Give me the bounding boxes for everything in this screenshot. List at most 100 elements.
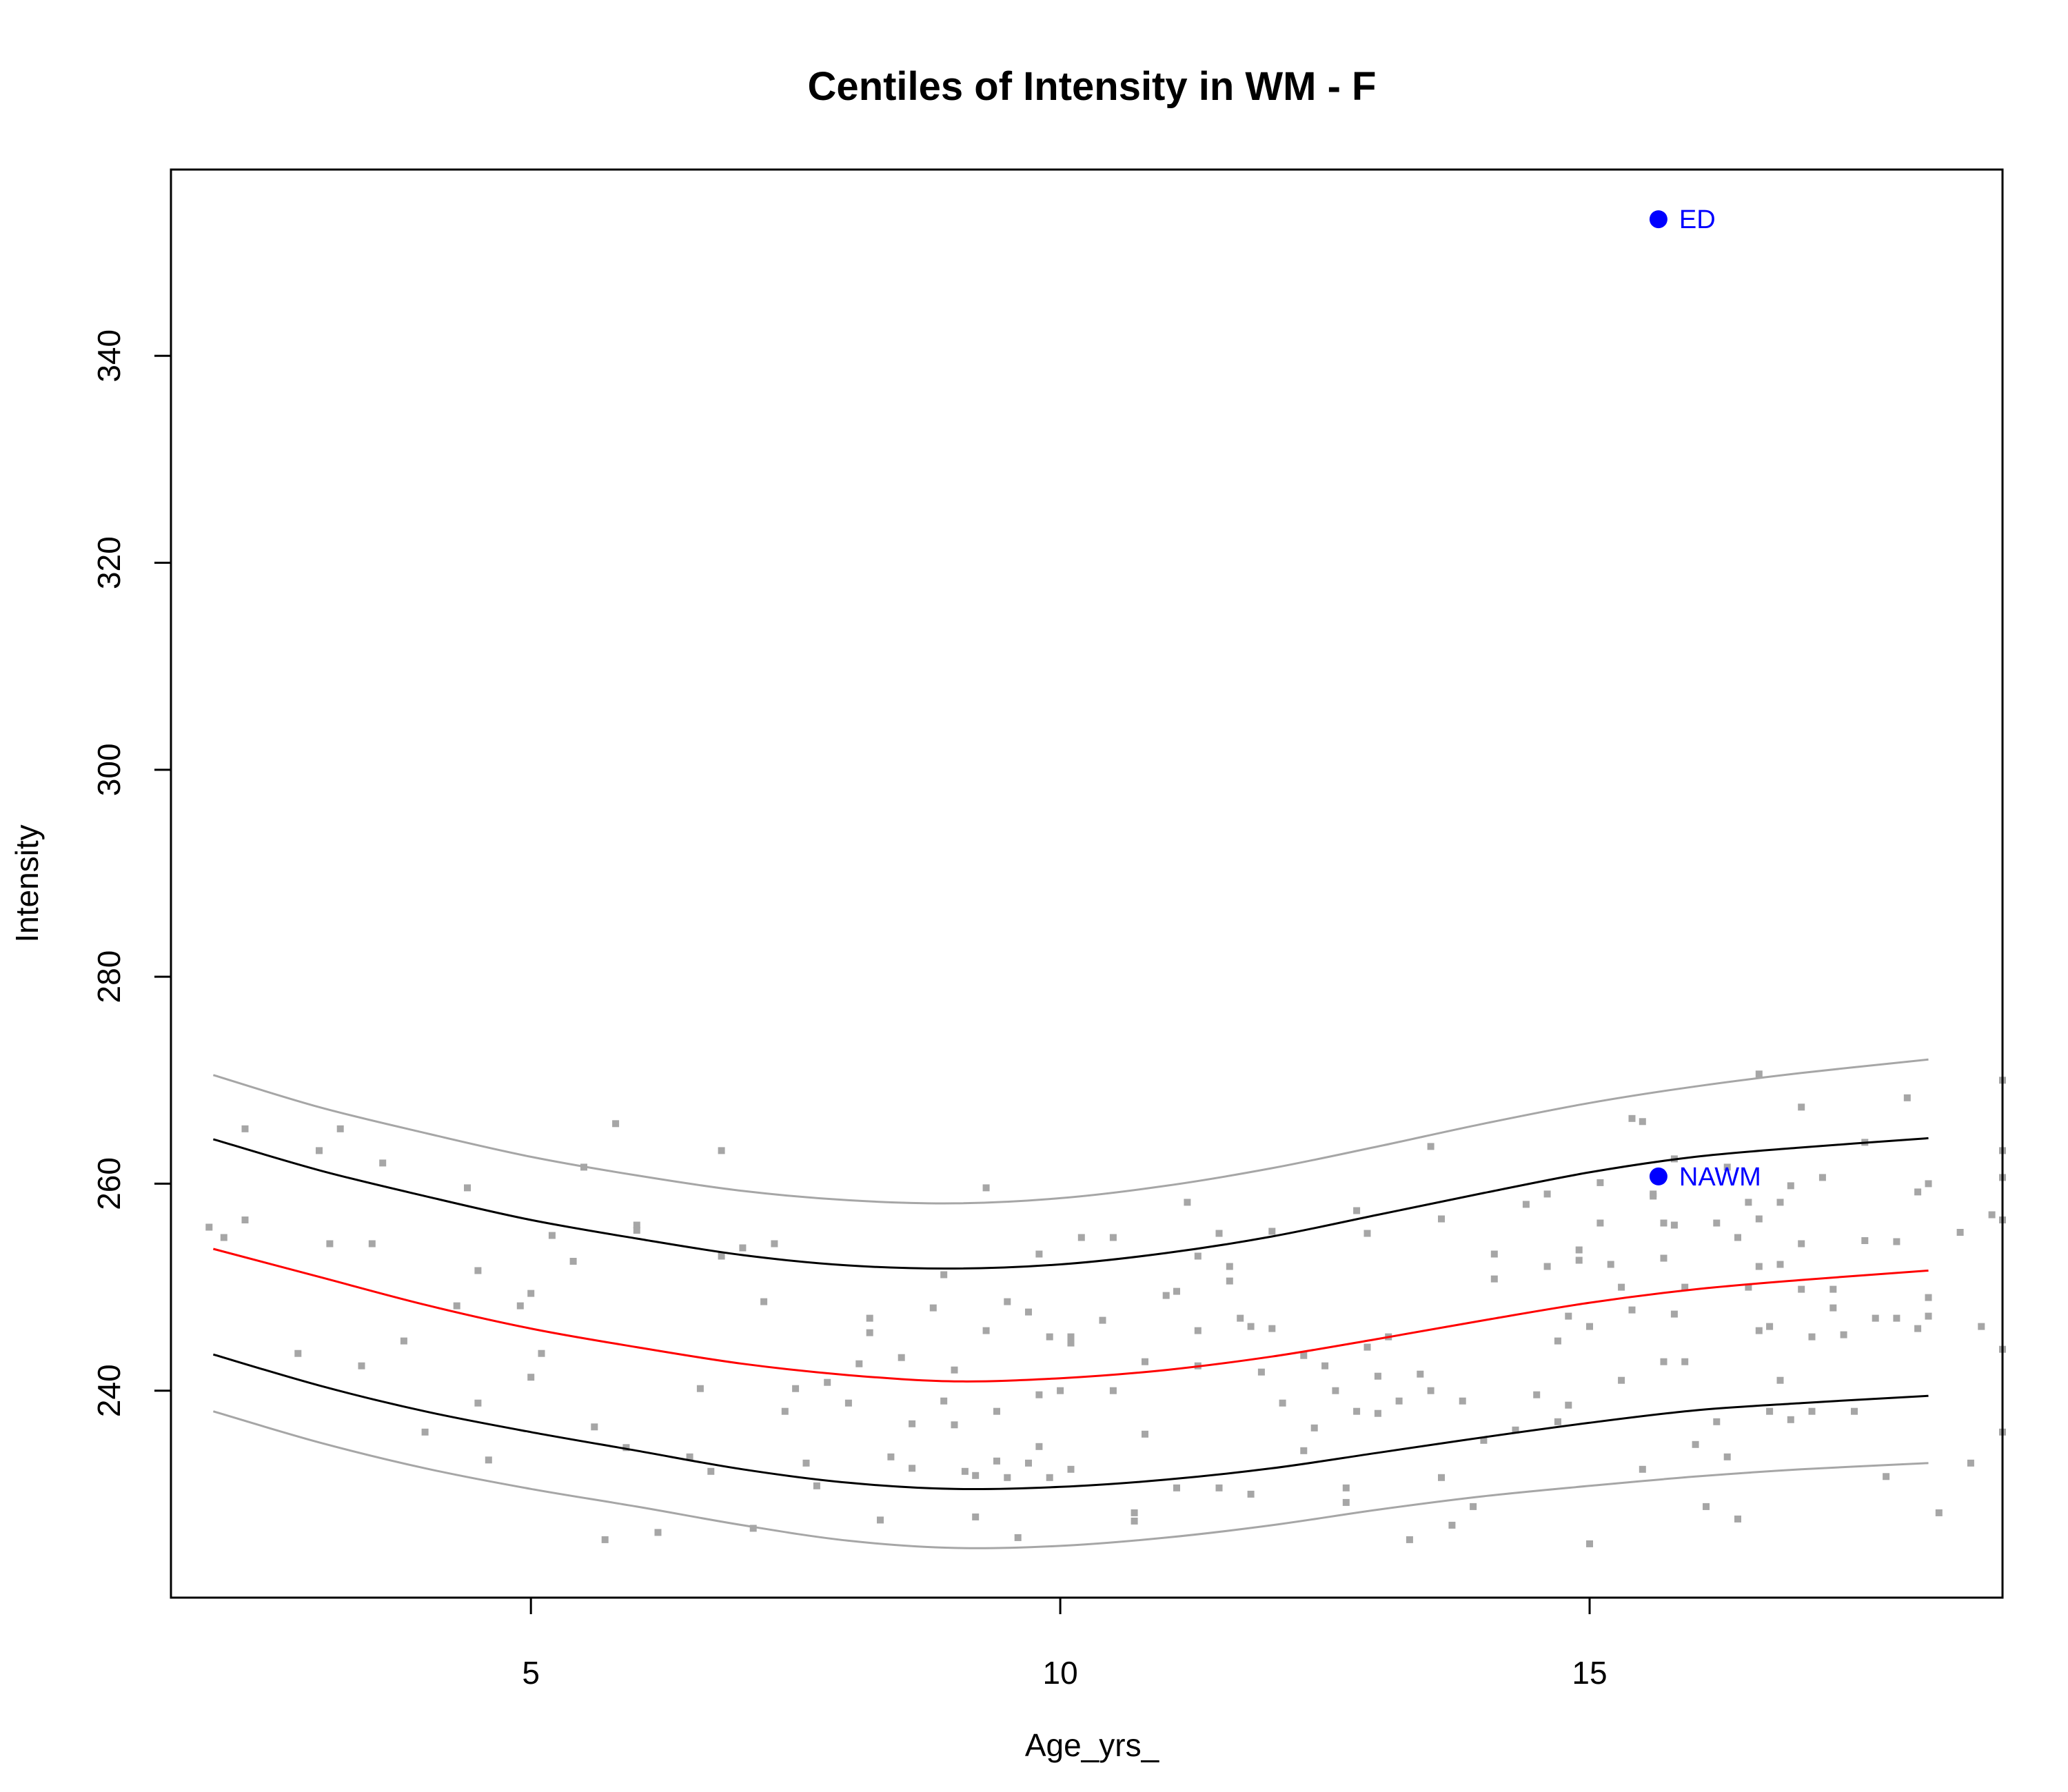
chart-title: Centiles of Intensity in WM - F	[808, 64, 1377, 109]
scatter-point	[1406, 1536, 1413, 1543]
scatter-point	[1755, 1263, 1763, 1270]
scatter-point	[1554, 1337, 1561, 1345]
scatter-point	[1670, 1310, 1678, 1318]
scatter-point	[569, 1258, 577, 1265]
scatter-point	[1681, 1358, 1689, 1365]
scatter-point	[1554, 1418, 1561, 1425]
scatter-point	[1490, 1250, 1498, 1258]
scatter-point	[1470, 1503, 1477, 1510]
scatter-point	[1755, 1215, 1763, 1223]
scatter-point	[1660, 1358, 1667, 1365]
scatter-point	[1766, 1407, 1774, 1415]
scatter-point	[1194, 1327, 1202, 1334]
scatter-point	[1067, 1339, 1075, 1347]
scatter-point	[1639, 1465, 1646, 1473]
scatter-point	[1565, 1401, 1572, 1409]
scatter-point	[1808, 1333, 1816, 1341]
scatter-point	[1745, 1199, 1752, 1206]
scatter-point	[1364, 1343, 1371, 1351]
scatter-point	[844, 1399, 852, 1407]
scatter-point	[1903, 1094, 1911, 1101]
scatter-point	[1279, 1399, 1286, 1407]
y-tick-label: 340	[91, 329, 127, 383]
scatter-point	[1713, 1219, 1721, 1227]
scatter-point	[718, 1252, 725, 1260]
scatter-point	[336, 1125, 344, 1132]
highlight-label-nawm: NAWM	[1679, 1163, 1761, 1192]
scatter-point	[877, 1516, 884, 1524]
scatter-point	[1268, 1325, 1276, 1332]
scatter-point	[1332, 1387, 1339, 1394]
scatter-point	[1798, 1285, 1805, 1293]
scatter-point	[972, 1513, 980, 1520]
scatter-point	[1046, 1333, 1053, 1341]
scatter-point	[1787, 1416, 1794, 1423]
scatter-point	[633, 1227, 640, 1234]
scatter-point	[1776, 1376, 1784, 1384]
scatter-point	[1575, 1256, 1583, 1264]
scatter-point	[1660, 1219, 1667, 1227]
scatter-point	[1109, 1234, 1117, 1241]
scatter-point	[1618, 1376, 1625, 1384]
scatter-point	[739, 1244, 747, 1252]
centile-curve-median	[213, 1248, 1929, 1383]
scatter-point	[1173, 1287, 1180, 1295]
scatter-point	[241, 1125, 249, 1132]
highlight-point-ed	[1649, 210, 1667, 229]
scatter-point	[1692, 1440, 1699, 1448]
scatter-point	[548, 1232, 556, 1239]
scatter-point	[1956, 1229, 1964, 1236]
scatter-point	[855, 1360, 863, 1367]
scatter-point	[1618, 1283, 1625, 1291]
scatter-point	[1512, 1426, 1519, 1434]
scatter-point	[1628, 1114, 1636, 1122]
x-tick-label: 15	[1572, 1655, 1607, 1691]
scatter-point	[1808, 1407, 1816, 1415]
scatter-point	[527, 1374, 535, 1381]
scatter-point	[982, 1327, 990, 1334]
scatter-point	[1565, 1312, 1572, 1320]
scatter-point	[1226, 1263, 1233, 1270]
scatter-point	[220, 1234, 227, 1241]
y-tick-label: 300	[91, 743, 127, 796]
scatter-point	[1194, 1252, 1202, 1260]
scatter-point	[749, 1525, 757, 1532]
scatter-point	[1766, 1323, 1774, 1330]
scatter-point	[1438, 1474, 1445, 1481]
scatter-point	[654, 1529, 662, 1536]
scatter-point	[1755, 1327, 1763, 1334]
scatter-point	[1988, 1211, 1996, 1219]
scatter-point	[1533, 1391, 1541, 1398]
y-tick-label: 320	[91, 536, 127, 589]
scatter-point	[1925, 1180, 1932, 1188]
scatter-point	[1872, 1314, 1879, 1322]
scatter-point	[421, 1428, 429, 1436]
scatter-point	[527, 1290, 535, 1297]
centile-curve-inner-upper	[212, 1137, 1929, 1270]
scatter-point	[326, 1240, 334, 1248]
scatter-point	[1025, 1308, 1032, 1316]
scatter-point	[1438, 1215, 1445, 1223]
scatter-point	[1427, 1143, 1435, 1150]
scatter-point	[1067, 1333, 1075, 1341]
scatter-point	[601, 1536, 609, 1543]
scatter-point	[1829, 1304, 1837, 1312]
scatter-point	[1543, 1263, 1551, 1270]
scatter-point	[1840, 1331, 1847, 1338]
scatter-point	[368, 1240, 376, 1248]
x-tick-label: 5	[522, 1655, 540, 1691]
highlight-point-nawm	[1649, 1167, 1667, 1185]
scatter-point	[1215, 1230, 1223, 1237]
scatter-point	[1014, 1534, 1022, 1541]
scatter-point	[1596, 1219, 1604, 1227]
scatter-point	[1173, 1484, 1180, 1491]
scatter-point	[316, 1147, 323, 1154]
scatter-point	[781, 1407, 789, 1415]
scatter-point	[898, 1354, 905, 1361]
scatter-point	[1448, 1521, 1456, 1529]
scatter-point	[696, 1385, 704, 1392]
scatter-point	[1925, 1312, 1932, 1320]
scatter-point	[1818, 1174, 1826, 1181]
scatter-point	[1374, 1372, 1381, 1380]
